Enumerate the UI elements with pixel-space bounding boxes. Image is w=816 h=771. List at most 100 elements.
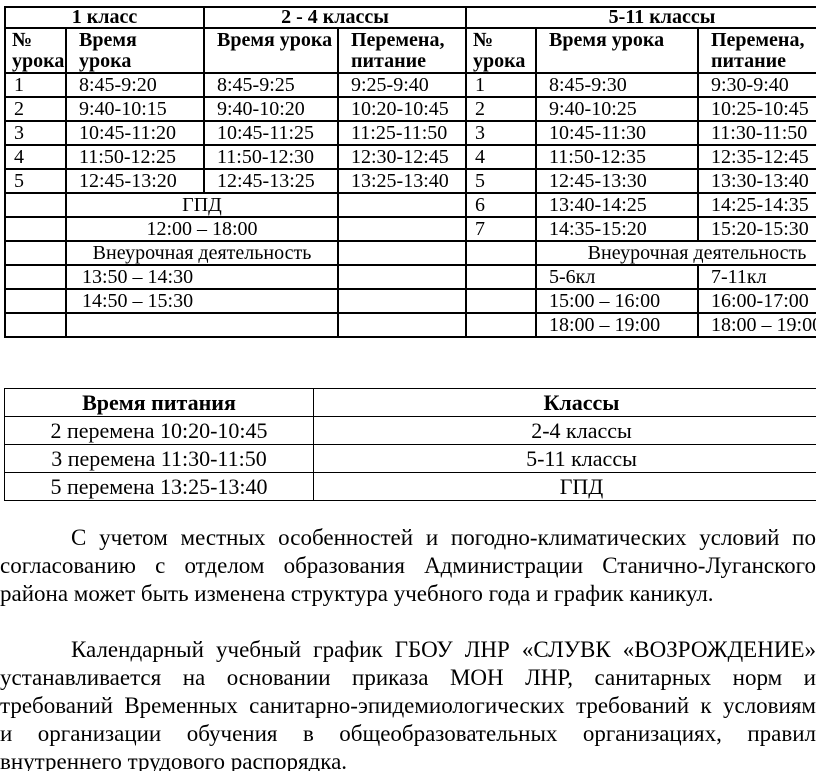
cell-lesson-time: 9:40-10:15: [65, 96, 205, 122]
cell-empty: [465, 240, 537, 266]
cell-lesson-time: 11:50-12:35: [535, 144, 699, 170]
cell-break-time: 12:35-12:45: [696, 144, 816, 170]
col-header-break-2-4: Перемена, питание: [337, 27, 467, 74]
cell-meal-break: 5 перемена 13:25-13:40: [4, 472, 314, 501]
cell-empty: [4, 192, 67, 218]
cell-extra-slot: 16:00-17:00: [696, 288, 816, 314]
gpd-time-row: 12:00 – 18:00 7 14:35-15:20 15:20-15:30: [4, 216, 816, 242]
cell-extra-group: 7-11кл: [696, 264, 816, 290]
cell-empty: [465, 312, 537, 338]
cell-lesson-time: 8:45-9:20: [65, 72, 205, 98]
paragraph-climate-conditions: С учетом местных особенностей и погодно-…: [0, 524, 816, 608]
cell-empty: [337, 192, 467, 218]
cell-break-time: 11:25-11:50: [337, 120, 467, 146]
col-header-lesson-time-2-4: Время урока: [203, 27, 339, 74]
cell-lesson-num: 5: [4, 168, 67, 194]
cell-extra-slot: 15:00 – 16:00: [535, 288, 699, 314]
paragraph-line: согласованию с отделом образования Админ…: [0, 553, 816, 578]
paragraph-line: внутреннего трудового распорядка.: [0, 749, 348, 771]
lesson-row-1: 1 8:45-9:20 8:45-9:25 9:25-9:40 1 8:45-9…: [4, 72, 816, 98]
cell-meal-break: 2 перемена 10:20-10:45: [4, 416, 314, 445]
group-header-grades2-4: 2 - 4 классы: [203, 6, 467, 29]
cell-extra-slot-left: 14:50 – 15:30: [65, 288, 339, 314]
cell-lesson-num: 2: [465, 96, 537, 122]
cell-lesson-time: 12:45-13:25: [203, 168, 339, 194]
cell-empty: [337, 264, 467, 290]
cell-empty: [4, 216, 67, 242]
col-header-break-5-11: Перемена, питание: [696, 27, 816, 74]
paragraph-line: Календарный учебный график ГБОУ ЛНР «СЛУ…: [71, 637, 816, 662]
paragraph-line: района может быть изменена структура уче…: [0, 581, 714, 606]
cell-empty: [4, 240, 67, 266]
paragraph-line: устанавливается на основании приказа МОН…: [0, 665, 816, 690]
cell-gpd-label: ГПД: [65, 192, 339, 218]
cell-break-time: 13:30-13:40: [696, 168, 816, 194]
group-header-grades5-11: 5-11 классы: [464, 6, 816, 29]
cell-lesson-time: 10:45-11:20: [65, 120, 205, 146]
column-header-row: № урока Время урока Время урока Перемена…: [4, 27, 816, 74]
cell-lesson-time: 12:45-13:30: [535, 168, 699, 194]
cell-lesson-time: 10:45-11:30: [535, 120, 699, 146]
cell-extra-slot: 18:00 – 19:00: [535, 312, 699, 338]
lesson-schedule-table: 1 класс 2 - 4 классы 5-11 классы № урока…: [4, 6, 816, 338]
extracurricular-row-1: 13:50 – 14:30 5-6кл 7-11кл: [4, 264, 816, 290]
paragraph-calendar-basis: Календарный учебный график ГБОУ ЛНР «СЛУ…: [0, 636, 816, 771]
cell-break-time: 11:30-11:50: [696, 120, 816, 146]
cell-lesson-num: 1: [465, 72, 537, 98]
cell-lesson-time: 9:40-10:20: [203, 96, 339, 122]
extracurricular-row-3: 18:00 – 19:00 18:00 – 19:00: [4, 312, 816, 338]
col-header-meal-time: Время питания: [4, 388, 314, 417]
cell-empty: [337, 288, 467, 314]
cell-empty: [337, 216, 467, 242]
cell-break-time: 12:30-12:45: [337, 144, 467, 170]
cell-break-time: 9:30-9:40: [696, 72, 816, 98]
meal-row-3: 5 перемена 13:25-13:40 ГПД: [4, 472, 816, 501]
meal-row-2: 3 перемена 11:30-11:50 5-11 классы: [4, 444, 816, 473]
cell-lesson-time: 14:35-15:20: [535, 216, 699, 242]
meal-table-header-row: Время питания Классы: [4, 388, 816, 417]
cell-empty: [337, 312, 467, 338]
lesson-row-3: 3 10:45-11:20 10:45-11:25 11:25-11:50 3 …: [4, 120, 816, 146]
cell-empty: [465, 288, 537, 314]
lesson-row-5: 5 12:45-13:20 12:45-13:25 13:25-13:40 5 …: [4, 168, 816, 194]
extracurricular-row-2: 14:50 – 15:30 15:00 – 16:00 16:00-17:00: [4, 288, 816, 314]
cell-break-time: 10:20-10:45: [337, 96, 467, 122]
cell-lesson-num: 4: [465, 144, 537, 170]
cell-meal-classes: 5-11 классы: [313, 444, 816, 473]
lesson-row-2: 2 9:40-10:15 9:40-10:20 10:20-10:45 2 9:…: [4, 96, 816, 122]
document-body-text: С учетом местных особенностей и погодно-…: [0, 524, 816, 771]
cell-empty: [465, 264, 537, 290]
cell-lesson-time: 11:50-12:25: [65, 144, 205, 170]
cell-break-time: 9:25-9:40: [337, 72, 467, 98]
cell-empty: [65, 312, 339, 338]
cell-extracurricular-right: Внеурочная деятельность: [534, 240, 816, 266]
group-header-grade1: 1 класс: [4, 6, 205, 29]
cell-lesson-num: 2: [4, 96, 67, 122]
cell-meal-classes: ГПД: [313, 472, 816, 501]
cell-extra-slot: 18:00 – 19:00: [696, 312, 816, 338]
cell-lesson-time: 12:45-13:20: [65, 168, 205, 194]
cell-break-time: 15:20-15:30: [696, 216, 816, 242]
cell-empty: [4, 288, 67, 314]
cell-lesson-time: 11:50-12:30: [203, 144, 339, 170]
paragraph-line: и организации обучения в общеобразовател…: [0, 721, 816, 746]
cell-empty: [4, 264, 67, 290]
col-header-lesson-num-5-11: № урока: [465, 27, 537, 74]
cell-empty: [337, 240, 467, 266]
cell-lesson-time: 10:45-11:25: [203, 120, 339, 146]
cell-gpd-time: 12:00 – 18:00: [65, 216, 339, 242]
cell-lesson-time: 13:40-14:25: [535, 192, 699, 218]
cell-lesson-num: 5: [465, 168, 537, 194]
cell-lesson-num: 4: [4, 144, 67, 170]
group-header-row: 1 класс 2 - 4 классы 5-11 классы: [4, 6, 816, 29]
cell-extra-group: 5-6кл: [535, 264, 699, 290]
extracurricular-header-row: Внеурочная деятельность Внеурочная деяте…: [4, 240, 816, 266]
gpd-label-row: ГПД 6 13:40-14:25 14:25-14:35: [4, 192, 816, 218]
cell-lesson-time: 8:45-9:25: [203, 72, 339, 98]
cell-lesson-num: 3: [4, 120, 67, 146]
meal-row-1: 2 перемена 10:20-10:45 2-4 классы: [4, 416, 816, 445]
cell-extra-slot-left: 13:50 – 14:30: [65, 264, 339, 290]
cell-empty: [4, 312, 67, 338]
cell-lesson-time: 9:40-10:25: [535, 96, 699, 122]
